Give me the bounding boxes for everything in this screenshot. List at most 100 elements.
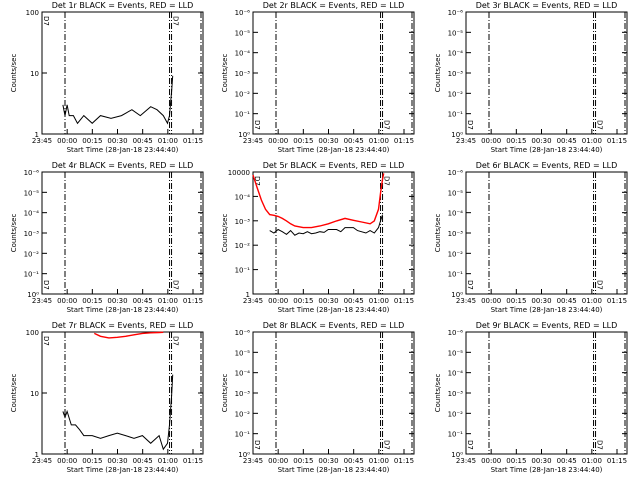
x-tick-label: 01:00 <box>582 297 602 305</box>
x-tick-label: 00:45 <box>133 457 153 465</box>
annotation-label: D7 <box>596 280 604 290</box>
x-tick-label: 00:45 <box>557 457 577 465</box>
x-tick-label: 00:30 <box>107 297 127 305</box>
chart-panel-2: Det 2r BLACK = Events, RED = LLD Counts/s… <box>221 1 415 154</box>
x-tick-label: 23:45 <box>456 297 476 305</box>
x-tick-label: 00:15 <box>82 457 102 465</box>
y-tick-label: 100 <box>26 9 39 17</box>
plot-frame <box>41 331 204 455</box>
chart-panel-5: Det 5r BLACK = Events, RED = LLD Counts/s… <box>221 161 415 314</box>
x-axis-label: Start Time (28-Jan-18 23:44:40) <box>491 466 603 474</box>
x-tick-label: 23:45 <box>456 457 476 465</box>
x-tick-label: 00:45 <box>557 297 577 305</box>
y-tick-label: 10⁰ <box>451 131 463 139</box>
y-tick-label: 10⁻⁴ <box>448 370 464 378</box>
annotation-label: D7 <box>466 120 474 130</box>
annotation-label: D7 <box>42 280 50 290</box>
x-tick-label: 00:00 <box>57 297 77 305</box>
y-axis-label: Counts/sec <box>221 374 229 413</box>
annotation-label: D7 <box>466 440 474 450</box>
y-tick-label: 10⁻¹ <box>235 267 251 275</box>
x-tick-label: 01:15 <box>394 457 414 465</box>
y-tick-label: 10 <box>30 390 39 398</box>
x-axis-label: Start Time (28-Jan-18 23:44:40) <box>278 306 390 314</box>
y-tick-label: 10⁻⁶ <box>448 329 464 337</box>
y-axis-label: Counts/sec <box>434 374 442 413</box>
y-tick-label: 10⁻³ <box>448 230 464 238</box>
x-tick-label: 00:45 <box>344 297 364 305</box>
chart-panel-6: Det 6r BLACK = Events, RED = LLD Counts/s… <box>434 161 628 314</box>
y-tick-label: 10⁻³ <box>24 230 40 238</box>
y-axis-label: Counts/sec <box>221 54 229 93</box>
y-tick-label: 10⁻² <box>448 250 464 258</box>
x-tick-label: 23:45 <box>456 137 476 145</box>
x-tick-label: 00:00 <box>481 297 501 305</box>
y-tick-label: 10⁻³ <box>235 390 251 398</box>
y-tick-label: 10⁻⁴ <box>448 210 464 218</box>
x-tick-label: 00:00 <box>57 137 77 145</box>
plot-frame <box>252 331 415 455</box>
y-tick-label: 10⁻² <box>235 410 251 418</box>
y-tick-label: 10⁻⁴ <box>235 50 251 58</box>
y-tick-label: 10⁻⁶ <box>235 329 251 337</box>
y-axis-label: Counts/sec <box>10 54 18 93</box>
chart-title: Det 6r BLACK = Events, RED = LLD <box>476 161 618 170</box>
chart-title: Det 9r BLACK = Events, RED = LLD <box>476 321 618 330</box>
series-line <box>252 173 385 229</box>
y-tick-label: 10⁻² <box>235 90 251 98</box>
x-tick-label: 23:45 <box>32 297 52 305</box>
plot-frame <box>252 171 415 295</box>
y-tick-label: 1 <box>35 451 39 459</box>
x-axis-label: Start Time (28-Jan-18 23:44:40) <box>491 306 603 314</box>
x-axis-label: Start Time (28-Jan-18 23:44:40) <box>278 466 390 474</box>
x-tick-label: 01:00 <box>369 457 389 465</box>
x-tick-label: 00:30 <box>107 137 127 145</box>
series-line <box>269 214 384 236</box>
y-tick-label: 10⁰ <box>451 451 463 459</box>
y-tick-label: 1 <box>246 291 250 299</box>
plot-frame <box>465 171 628 295</box>
annotation-label: D7 <box>466 280 474 290</box>
x-tick-label: 00:00 <box>268 457 288 465</box>
x-tick-label: 00:15 <box>506 297 526 305</box>
x-axis-label: Start Time (28-Jan-18 23:44:40) <box>67 466 179 474</box>
annotation-label: D7 <box>42 16 50 26</box>
x-tick-label: 01:15 <box>183 297 203 305</box>
chart-title: Det 3r BLACK = Events, RED = LLD <box>476 1 618 10</box>
plot-frame <box>41 11 204 135</box>
chart-panel-1: Det 1r BLACK = Events, RED = LLD Counts/s… <box>10 1 204 154</box>
x-tick-label: 01:15 <box>394 297 414 305</box>
x-tick-label: 00:30 <box>318 137 338 145</box>
y-tick-label: 10⁻² <box>448 90 464 98</box>
x-axis-label: Start Time (28-Jan-18 23:44:40) <box>491 146 603 154</box>
y-tick-label: 10⁻⁶ <box>24 169 40 177</box>
y-axis-label: Counts/sec <box>434 54 442 93</box>
x-axis-label: Start Time (28-Jan-18 23:44:40) <box>67 306 179 314</box>
y-tick-label: 10⁻⁵ <box>235 29 251 37</box>
x-tick-label: 00:15 <box>293 297 313 305</box>
chart-title: Det 7r BLACK = Events, RED = LLD <box>52 321 194 330</box>
y-tick-label: 10⁻¹ <box>448 111 464 119</box>
x-axis-label: Start Time (28-Jan-18 23:44:40) <box>67 146 179 154</box>
x-tick-label: 00:30 <box>531 137 551 145</box>
annotation-label: D7 <box>172 336 180 346</box>
y-tick-label: 10⁻⁴ <box>448 50 464 58</box>
y-tick-label: 10⁻¹ <box>448 271 464 279</box>
x-tick-label: 01:00 <box>158 457 178 465</box>
annotation-label: D7 <box>596 440 604 450</box>
x-tick-label: 23:45 <box>243 457 263 465</box>
x-tick-label: 00:15 <box>293 137 313 145</box>
x-tick-label: 01:15 <box>394 137 414 145</box>
y-tick-label: 10000 <box>228 169 250 177</box>
x-tick-label: 00:15 <box>82 137 102 145</box>
x-tick-label: 01:00 <box>582 457 602 465</box>
x-tick-label: 01:00 <box>582 137 602 145</box>
x-tick-label: 00:45 <box>133 137 153 145</box>
plot-frame <box>465 331 628 455</box>
y-tick-label: 10⁻² <box>448 410 464 418</box>
annotation-label: D7 <box>172 280 180 290</box>
y-tick-label: 10⁻⁶ <box>448 169 464 177</box>
annotation-label: D7 <box>172 16 180 26</box>
series-line <box>62 75 174 125</box>
y-tick-label: 10⁻³ <box>448 390 464 398</box>
